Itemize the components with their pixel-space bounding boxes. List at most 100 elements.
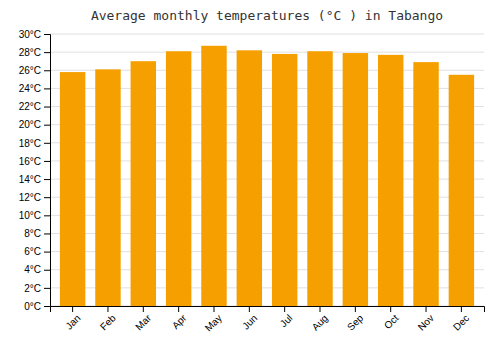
x-tick-mark [320, 306, 321, 312]
y-tick-mark [44, 70, 50, 71]
x-tick-label: Apr [170, 312, 189, 331]
y-tick: 14°C [19, 174, 50, 185]
x-tick-label: Aug [310, 312, 330, 332]
plot: Jan Feb Mar Apr May Jun Jul Aug Sep Oct Nov Dec 0°C 2… [19, 29, 485, 334]
y-axis: 0°C 2°C 4°C 6°C 8°C 10°C 12°C 14°C 16°C 18°C 20°C 2… [19, 29, 51, 312]
bar [60, 72, 85, 306]
y-tick: 28°C [19, 47, 50, 58]
y-tick-mark [44, 270, 50, 271]
x-tick: Feb [98, 306, 118, 332]
x-tick: Mar [133, 306, 153, 332]
y-tick: 26°C [19, 65, 50, 76]
y-tick-label: 2°C [24, 283, 41, 294]
y-tick-label: 24°C [19, 83, 41, 94]
x-tick-label: Nov [416, 312, 436, 332]
y-tick-mark [44, 215, 50, 216]
y-tick-label: 20°C [19, 119, 41, 130]
x-tick-label: May [203, 312, 224, 333]
bar [95, 69, 120, 306]
y-tick: 22°C [19, 101, 50, 112]
y-tick: 0°C [24, 301, 50, 312]
y-tick: 12°C [19, 192, 50, 203]
x-tick: Jun [240, 306, 259, 332]
title: Average monthly temperatures (°C ) in Ta… [91, 8, 443, 23]
y-tick-label: 8°C [24, 228, 41, 239]
x-tick-mark [143, 306, 144, 312]
bar [413, 62, 438, 306]
y-tick-mark [44, 288, 50, 289]
x-tick: Sep [345, 306, 366, 333]
x-tick: Dec [451, 306, 471, 333]
x-tick: Jan [63, 306, 82, 332]
y-tick: 24°C [19, 83, 50, 94]
y-tick-mark [44, 306, 50, 307]
x-tick-mark [213, 306, 214, 312]
y-tick: 20°C [19, 119, 50, 130]
y-tick-mark [44, 52, 50, 53]
bar [343, 53, 368, 306]
y-tick-label: 28°C [19, 47, 41, 58]
x-tick-mark [178, 306, 179, 312]
x-tick-mark [390, 306, 391, 312]
y-tick-label: 0°C [24, 301, 41, 312]
y-tick: 4°C [24, 264, 50, 275]
y-tick: 18°C [19, 138, 50, 149]
grid [50, 34, 484, 306]
bar [449, 75, 474, 306]
y-tick-label: 4°C [24, 264, 41, 275]
y-tick: 10°C [19, 210, 50, 221]
x-tick-mark [355, 306, 356, 312]
chart: Jan Feb Mar Apr May Jun Jul Aug Sep Oct Nov Dec 0°C 2… [0, 0, 500, 350]
y-tick-mark [44, 179, 50, 180]
y-tick-mark [44, 88, 50, 89]
axis-line [44, 35, 51, 307]
y-tick-label: 30°C [19, 29, 41, 40]
y-tick-mark [44, 197, 50, 198]
y-tick-mark [44, 233, 50, 234]
y-tick-mark [44, 125, 50, 126]
x-tick-mark [461, 306, 462, 312]
y-tick-label: 10°C [19, 210, 41, 221]
x-tick: Oct [382, 306, 401, 331]
y-tick-mark [44, 34, 50, 35]
x-tick-label: Jun [240, 312, 259, 331]
x-tick-label: Dec [451, 312, 471, 332]
y-tick-label: 18°C [19, 138, 41, 149]
y-tick-mark [44, 107, 50, 108]
x-tick-mark [107, 306, 108, 312]
bar [201, 46, 226, 306]
x-tick: Apr [170, 306, 189, 331]
y-tick-mark [44, 252, 50, 253]
y-tick-mark [44, 161, 50, 162]
y-tick-label: 16°C [19, 156, 41, 167]
x-tick: May [203, 306, 224, 334]
grid-line [50, 34, 484, 35]
x-tick: Nov [416, 306, 436, 333]
y-tick: 30°C [19, 29, 50, 40]
x-tick-label: Jul [278, 312, 295, 329]
grid-line [50, 52, 484, 53]
y-tick: 16°C [19, 156, 50, 167]
x-tick-mark [426, 306, 427, 312]
y-tick-label: 12°C [19, 192, 41, 203]
x-tick-label: Jan [63, 312, 82, 331]
y-tick-label: 26°C [19, 65, 41, 76]
x-tick-mark [249, 306, 250, 312]
x-tick-label: Feb [98, 312, 118, 332]
y-tick-mark [44, 143, 50, 144]
x-tick-label: Sep [345, 312, 366, 333]
x-axis: Jan Feb Mar Apr May Jun Jul Aug Sep Oct Nov Dec [51, 306, 485, 334]
x-tick-mark [72, 306, 73, 312]
bar [237, 50, 262, 306]
axis-line [51, 307, 485, 313]
bar [307, 51, 332, 306]
bar [272, 54, 297, 306]
bar [166, 51, 191, 306]
x-tick: Aug [310, 306, 330, 333]
y-tick-label: 6°C [24, 246, 41, 257]
bar [378, 55, 403, 306]
y-tick: 6°C [24, 246, 50, 257]
bar [131, 61, 156, 306]
x-tick: Jul [278, 306, 295, 329]
x-tick-mark [284, 306, 285, 312]
